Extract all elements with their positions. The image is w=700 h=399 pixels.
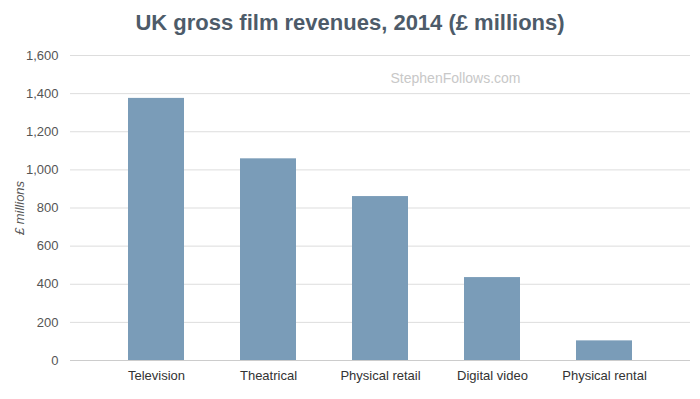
svg-text:Television: Television — [128, 368, 185, 383]
svg-text:600: 600 — [37, 238, 59, 253]
svg-text:0: 0 — [51, 353, 58, 368]
svg-text:1,400: 1,400 — [26, 86, 59, 101]
svg-text:1,200: 1,200 — [26, 124, 59, 139]
svg-text:1,000: 1,000 — [26, 162, 59, 177]
svg-text:800: 800 — [37, 200, 59, 215]
svg-text:400: 400 — [37, 276, 59, 291]
svg-text:£ millions: £ millions — [12, 180, 27, 236]
svg-text:Physical rental: Physical rental — [562, 368, 647, 383]
svg-text:Physical retail: Physical retail — [340, 368, 420, 383]
svg-text:200: 200 — [37, 315, 59, 330]
svg-text:Theatrical: Theatrical — [240, 368, 297, 383]
svg-text:StephenFollows.com: StephenFollows.com — [391, 70, 521, 86]
svg-text:1,600: 1,600 — [26, 48, 59, 63]
svg-text:Digital video: Digital video — [457, 368, 528, 383]
html-text:UK gross film revenues, 2014 (: UK gross film revenues, 2014 (£ millions… — [135, 10, 565, 35]
